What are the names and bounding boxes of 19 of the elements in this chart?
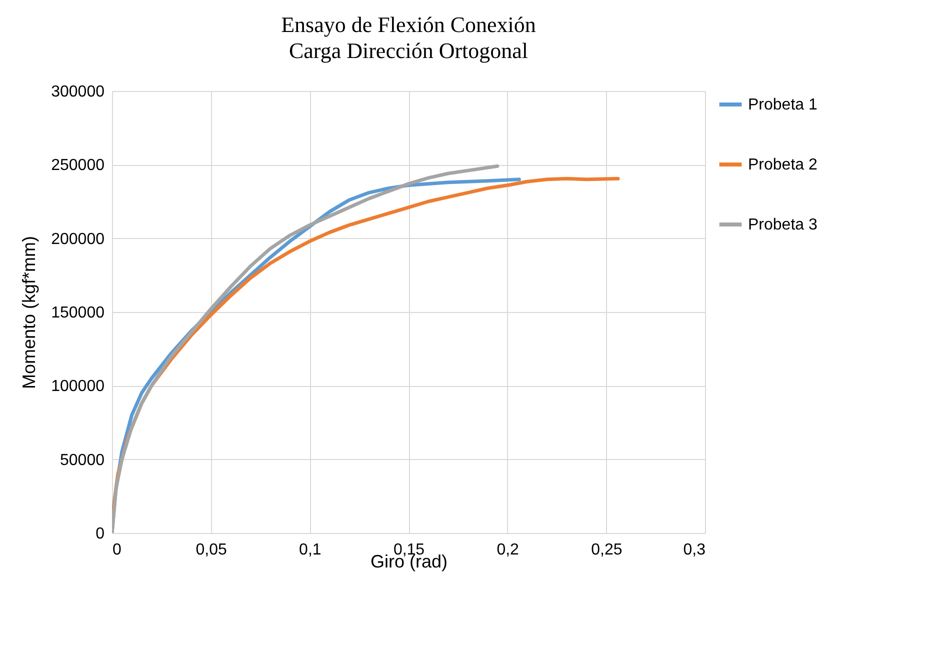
x-tick-label: 0,05 <box>196 542 228 558</box>
x-tick-label: 0,1 <box>299 542 322 558</box>
x-tick-label: 0,3 <box>683 542 706 558</box>
y-tick-label: 150000 <box>51 304 105 322</box>
x-tick-label: 0 <box>112 542 122 558</box>
chart-title: Ensayo de Flexión Conexión <box>281 12 536 37</box>
y-axis-title: Momento (kgf*mm) <box>19 236 40 390</box>
x-tick-label: 0,25 <box>591 542 622 558</box>
y-tick-label: 50000 <box>60 452 105 469</box>
legend-label: Probeta 3 <box>748 216 818 234</box>
y-tick-label: 250000 <box>51 157 105 174</box>
y-tick-label: 300000 <box>51 84 105 100</box>
legend-label: Probeta 1 <box>748 96 818 114</box>
x-tick-label: 0,2 <box>496 542 520 558</box>
chart-subtitle: Carga Dirección Ortogonal <box>288 38 528 63</box>
y-tick-label: 0 <box>96 526 105 542</box>
legend-label: Probeta 2 <box>748 156 818 174</box>
y-tick-label: 100000 <box>51 378 105 396</box>
y-tick-label: 200000 <box>51 230 105 248</box>
